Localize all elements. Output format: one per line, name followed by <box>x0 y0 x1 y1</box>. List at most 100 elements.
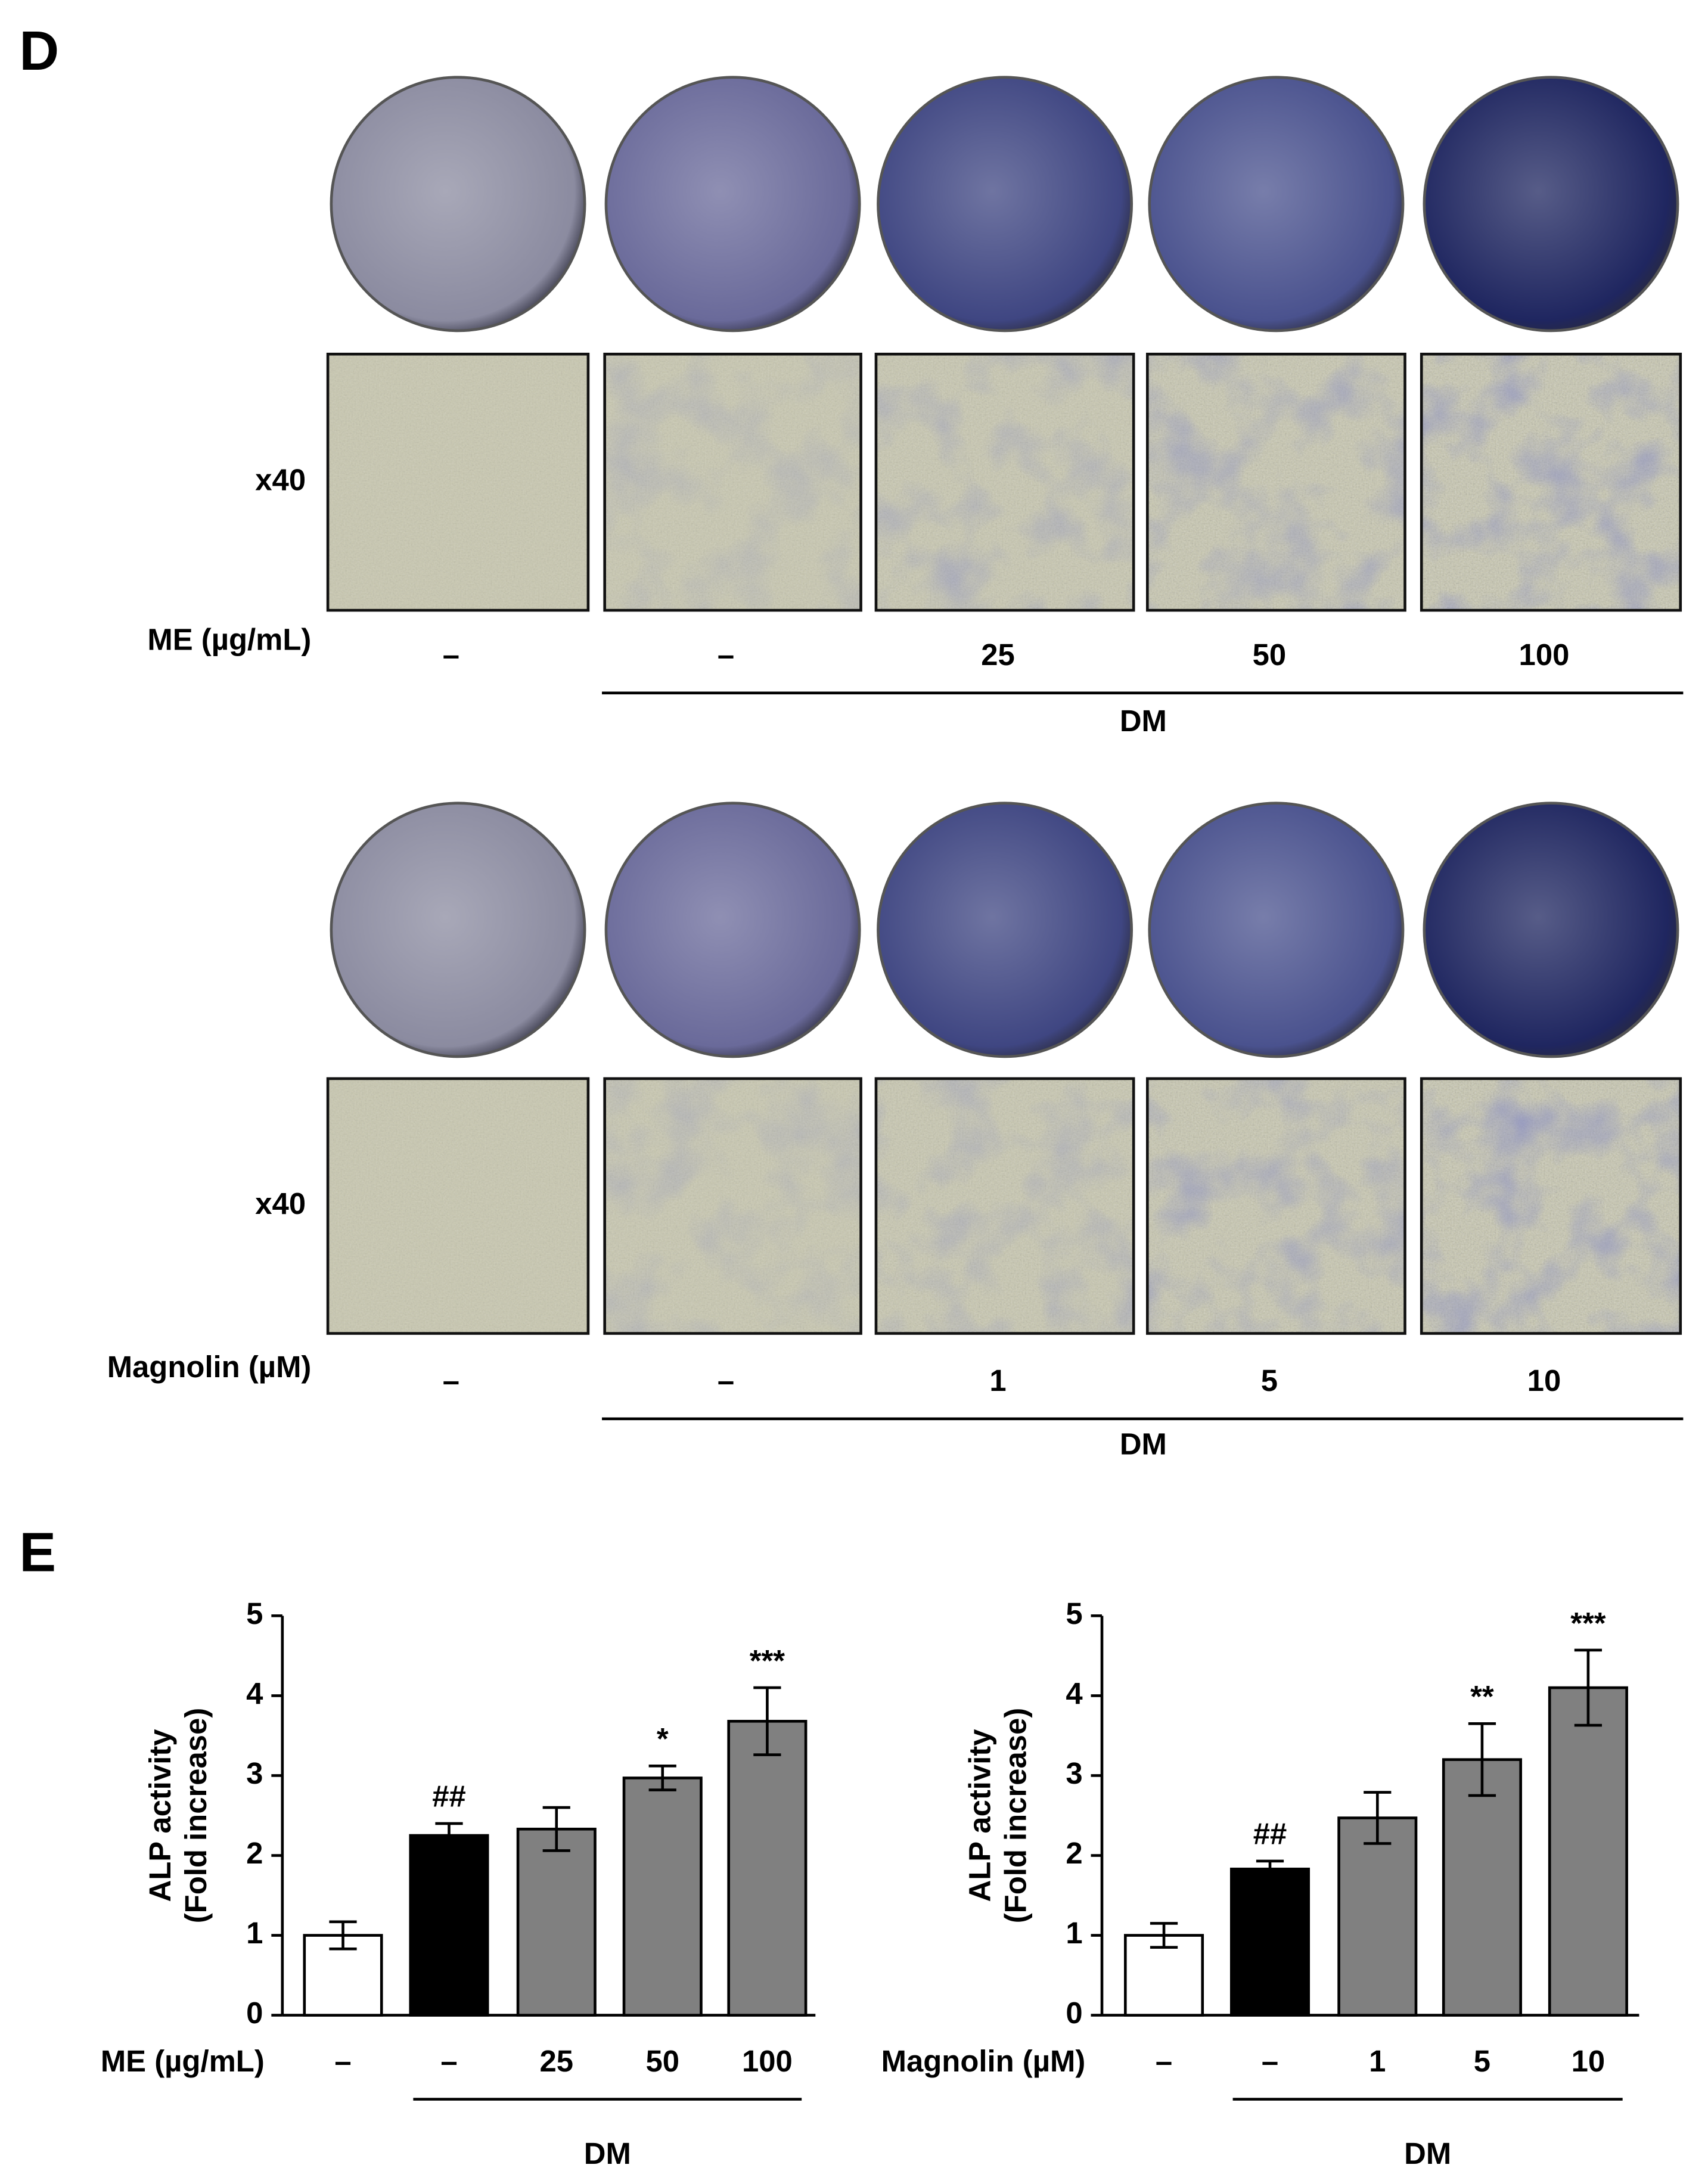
error-bar <box>1364 1791 1392 1845</box>
culture-dish <box>877 802 1134 1058</box>
significance-label: *** <box>750 1644 785 1678</box>
micrograph-stain <box>1147 1078 1405 1334</box>
dose-label: – <box>443 638 459 672</box>
bar <box>1548 1686 1628 2017</box>
dose-label: 10 <box>1527 1364 1561 1397</box>
y-tick-label: 0 <box>246 1996 263 2030</box>
x-tick-label: – <box>440 2044 457 2078</box>
dose-label: 50 <box>1253 638 1287 672</box>
significance-label: *** <box>1570 1606 1606 1640</box>
magnification-label: x40 <box>255 1187 306 1220</box>
micrograph-stain <box>1421 354 1681 611</box>
group-label: DM <box>1120 1427 1167 1461</box>
x-tick-label: – <box>1262 2044 1278 2078</box>
culture-dish <box>877 76 1134 333</box>
significance-label: ## <box>1253 1817 1287 1851</box>
error-bar <box>1574 1648 1603 1727</box>
error-bar <box>435 1822 463 1849</box>
bar <box>1229 1867 1310 2017</box>
y-tick-label: 2 <box>1066 1836 1082 1870</box>
bar <box>622 1776 703 2017</box>
significance-label: ## <box>432 1779 466 1813</box>
x-tick-label: 25 <box>539 2044 573 2078</box>
micrograph-frame <box>1420 352 1682 612</box>
x-tick-label: 100 <box>742 2044 793 2078</box>
error-bar <box>1256 1859 1284 1879</box>
y-tick-label: 1 <box>246 1916 263 1950</box>
culture-dish <box>1148 76 1405 333</box>
x-tick-label: – <box>1156 2044 1172 2078</box>
panel-label: D <box>19 20 59 82</box>
treatment-label: Magnolin (µM) <box>881 2044 1086 2078</box>
x-tick-label: 5 <box>1474 2044 1490 2078</box>
dose-label: 1 <box>989 1364 1006 1397</box>
micrograph-frame <box>326 352 590 612</box>
x-tick-label: 1 <box>1369 2044 1386 2078</box>
culture-dish <box>1423 76 1679 333</box>
culture-dish <box>1423 802 1679 1058</box>
dose-label: – <box>718 638 734 672</box>
micrograph-stain <box>604 354 861 611</box>
error-bar <box>542 1806 570 1852</box>
error-bar <box>1150 1922 1178 1949</box>
dose-label: – <box>718 1364 734 1397</box>
x-tick-label: 10 <box>1572 2044 1605 2078</box>
culture-dish <box>604 802 861 1058</box>
y-tick-label: 4 <box>246 1676 263 1710</box>
bar <box>1442 1758 1522 2017</box>
treatment-label: Magnolin (µM) <box>107 1350 312 1384</box>
bar <box>727 1719 808 2017</box>
significance-label: * <box>657 1722 669 1756</box>
micrograph-stain <box>1147 354 1405 611</box>
y-axis-label: ALP activity <box>962 1729 996 1902</box>
treatment-label: ME (µg/mL) <box>101 2044 265 2078</box>
culture-dish <box>604 76 861 333</box>
y-axis-label: (Fold increase) <box>998 1708 1032 1924</box>
y-tick-label: 3 <box>246 1756 263 1790</box>
dose-label: 100 <box>1519 638 1570 672</box>
bar <box>1337 1816 1418 2017</box>
y-tick-label: 3 <box>1066 1756 1082 1790</box>
error-bar <box>753 1686 781 1756</box>
micrograph-frame <box>1420 1077 1682 1335</box>
culture-dish <box>1148 802 1405 1058</box>
micrograph-stain <box>1421 1078 1681 1334</box>
magnification-label: x40 <box>255 463 306 497</box>
micrograph-frame <box>603 352 862 612</box>
panel-label: E <box>19 1521 56 1583</box>
error-bar <box>1468 1722 1496 1797</box>
micrograph-frame <box>874 1077 1135 1335</box>
y-tick-label: 1 <box>1066 1916 1082 1950</box>
x-tick-label: – <box>334 2044 351 2078</box>
micrograph-stain <box>875 354 1134 611</box>
micrograph-frame <box>874 352 1135 612</box>
error-bar <box>329 1920 357 1951</box>
bar <box>516 1827 597 2017</box>
treatment-label: ME (µg/mL) <box>147 623 311 657</box>
group-label: DM <box>1404 2136 1451 2170</box>
bar <box>409 1834 489 2017</box>
y-axis-label: ALP activity <box>143 1729 177 1902</box>
y-tick-label: 0 <box>1066 1996 1082 2030</box>
y-tick-label: 2 <box>246 1836 263 1870</box>
culture-dish <box>330 76 586 333</box>
group-label: DM <box>1120 704 1167 738</box>
dose-label: 25 <box>981 638 1015 672</box>
micrograph-frame <box>326 1077 590 1335</box>
micrograph-frame <box>1145 352 1406 612</box>
micrograph-stain <box>604 1078 861 1334</box>
micrograph-stain <box>875 1078 1134 1334</box>
significance-label: ** <box>1470 1679 1494 1713</box>
error-bar <box>648 1765 676 1791</box>
y-tick-label: 5 <box>246 1597 263 1630</box>
dose-label: – <box>443 1364 459 1397</box>
culture-dish <box>330 802 586 1058</box>
y-tick-label: 5 <box>1066 1597 1082 1630</box>
micrograph-frame <box>1145 1077 1406 1335</box>
micrograph-texture <box>328 1078 588 1334</box>
micrograph-frame <box>603 1077 862 1335</box>
micrograph-texture <box>328 354 588 611</box>
group-label: DM <box>584 2136 631 2170</box>
